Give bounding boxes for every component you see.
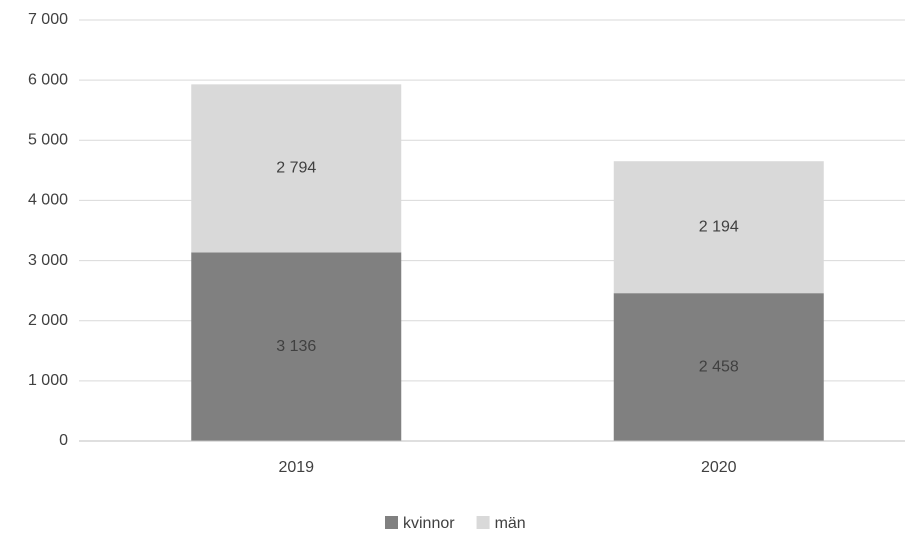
data-label: 2 458 (699, 358, 739, 375)
y-tick-label: 0 (59, 432, 68, 449)
bar-segment (191, 84, 402, 253)
bar-segment (613, 161, 824, 294)
legend-swatch (385, 516, 398, 529)
bar-segment (191, 252, 402, 441)
x-tick-label: 2020 (701, 459, 737, 476)
y-tick-label: 2 000 (28, 312, 68, 329)
bar-segment (613, 293, 824, 441)
legend-swatch (476, 516, 490, 529)
data-label: 2 194 (699, 218, 739, 235)
legend-label: män (495, 515, 526, 532)
x-tick-label: 2019 (278, 459, 314, 476)
y-tick-label: 7 000 (28, 11, 68, 28)
legend-label: kvinnor (403, 515, 455, 532)
y-tick-label: 3 000 (28, 252, 68, 269)
y-tick-label: 5 000 (28, 132, 68, 149)
y-tick-label: 6 000 (28, 71, 68, 88)
y-tick-label: 4 000 (28, 192, 68, 209)
data-label: 2 794 (276, 160, 316, 177)
data-label: 3 136 (276, 338, 316, 355)
y-tick-label: 1 000 (28, 372, 68, 389)
